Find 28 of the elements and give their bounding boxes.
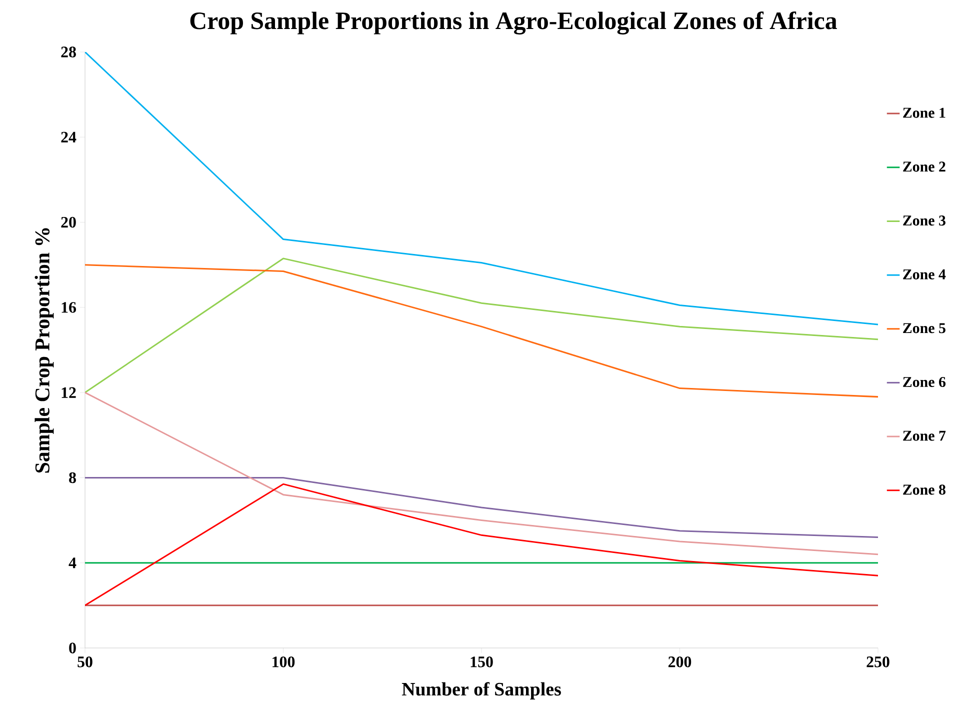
y-tick-label: 24	[61, 132, 76, 142]
legend-label: Zone 4	[903, 269, 946, 280]
y-tick-label: 8	[69, 472, 76, 484]
line-series	[85, 483, 878, 606]
line-series	[85, 52, 878, 326]
legend-label: Zone 5	[903, 323, 946, 334]
x-tick-label: 100	[272, 656, 295, 668]
y-tick-label: 28	[61, 46, 76, 58]
line-series	[85, 476, 878, 538]
legend-label: Zone 6	[903, 376, 946, 388]
legend-label: Zone 3	[903, 216, 946, 226]
y-tick-label: 4	[68, 558, 76, 568]
legend-label: Zone 2	[903, 162, 946, 172]
legend-label: Zone 7	[903, 430, 946, 441]
y-tick-label: 0	[69, 642, 76, 654]
x-tick-label: 250	[866, 656, 890, 668]
legend-label: Zone 1	[903, 108, 946, 118]
x-axis-title: Number of Samples	[402, 682, 561, 700]
legend-label: Zone 8	[903, 484, 946, 495]
y-axis-title: Sample Crop Proportion %	[34, 228, 54, 473]
x-tick-label: 150	[470, 656, 493, 668]
y-tick-label: 12	[62, 387, 76, 398]
x-tick-label: 50	[78, 656, 92, 668]
x-tick-label: 200	[668, 656, 692, 668]
line-series	[85, 392, 878, 556]
chart-title: Crop Sample Proportions in Agro-Ecological Zones of Africa	[190, 11, 837, 34]
y-tick-label: 16	[62, 302, 76, 313]
y-tick-label: 20	[61, 216, 76, 228]
